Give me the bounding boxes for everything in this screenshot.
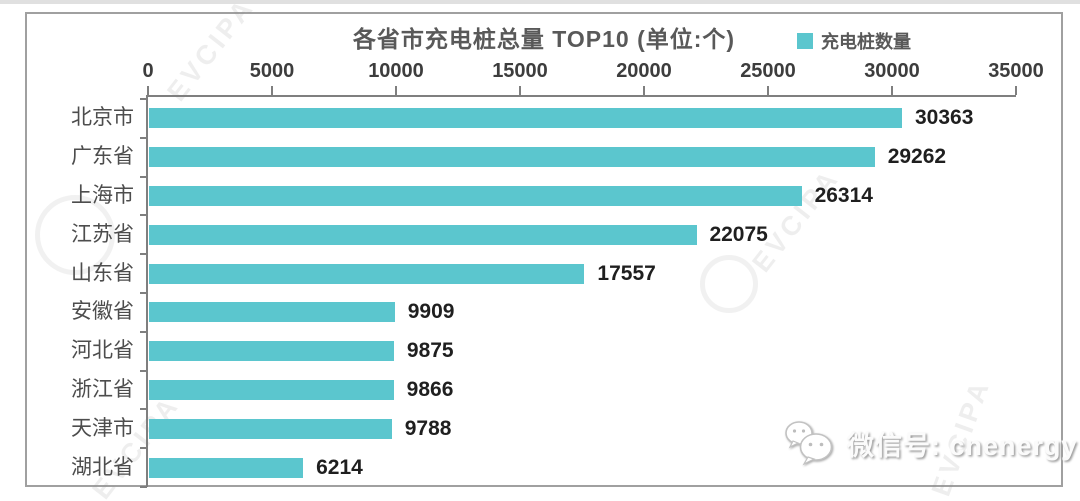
- bar-value-label: 30363: [915, 106, 974, 130]
- bar: [149, 302, 395, 323]
- chart-legend: 充电桩数量: [797, 28, 911, 54]
- y-category-label: 河北省: [71, 339, 134, 363]
- x-axis-tick-label: 15000: [492, 60, 548, 82]
- x-axis-tick-mark: [395, 86, 397, 95]
- y-axis-tick-mark: [140, 486, 147, 488]
- legend-label: 充电桩数量: [821, 32, 911, 52]
- bar-value-label: 9788: [404, 416, 452, 440]
- bar: [149, 341, 394, 362]
- x-axis-tick-label: 5000: [249, 60, 295, 82]
- y-category-label: 山东省: [71, 261, 134, 285]
- x-axis-tick-mark: [891, 86, 893, 95]
- y-category-label: 天津市: [71, 416, 134, 440]
- x-axis-tick-mark: [767, 86, 769, 95]
- y-axis-tick-mark: [140, 369, 147, 372]
- y-category-label: 浙江省: [71, 378, 134, 401]
- y-axis-tick-mark: [140, 136, 147, 139]
- y-category-label: 安徽省: [71, 300, 134, 324]
- top-edge-divider: [0, 0, 1080, 4]
- bar: [149, 186, 802, 206]
- y-category-label: 上海市: [71, 184, 134, 207]
- x-axis-tick-label: 10000: [368, 60, 424, 82]
- bar-value-label: 29262: [887, 145, 947, 169]
- x-axis-tick-mark: [643, 86, 645, 95]
- y-axis-tick-mark: [140, 330, 147, 333]
- wechat-icon: [785, 421, 833, 466]
- x-axis-tick-label: 25000: [740, 60, 796, 82]
- x-axis-line: [148, 95, 1016, 97]
- y-category-label: 北京市: [71, 106, 134, 130]
- y-axis-tick-mark: [140, 408, 147, 411]
- bar: [149, 224, 697, 245]
- bar: [149, 457, 304, 478]
- x-axis-tick-mark: [1015, 86, 1017, 95]
- x-axis-tick-label: 20000: [616, 60, 672, 82]
- x-axis-tick-mark: [147, 86, 149, 95]
- y-axis-tick-mark: [140, 175, 147, 178]
- y-category-label: 江苏省: [71, 222, 134, 246]
- bar-value-label: 9909: [407, 300, 455, 324]
- wechat-account-label: 微信号: cnenergy: [847, 430, 1078, 461]
- x-axis-tick-label: 30000: [864, 60, 920, 82]
- legend-color-swatch: [797, 33, 813, 49]
- bar-value-label: 26314: [814, 184, 873, 207]
- bar: [149, 418, 392, 439]
- y-axis-tick-mark: [140, 98, 147, 100]
- bar-value-label: 6214: [316, 455, 363, 479]
- bar: [149, 380, 394, 400]
- y-category-label: 湖北省: [71, 455, 134, 479]
- y-axis-tick-mark: [140, 253, 147, 256]
- y-axis-tick-mark: [140, 292, 147, 294]
- bar-value-label: 9866: [406, 378, 454, 401]
- y-axis-line: [146, 95, 148, 487]
- chart-frame: [25, 12, 1063, 487]
- wechat-badge: 微信号: cnenergy: [783, 420, 1078, 466]
- x-axis-tick-mark: [271, 86, 273, 95]
- bar-value-label: 22075: [709, 222, 768, 246]
- x-axis-tick-mark: [519, 86, 521, 95]
- bar: [149, 108, 902, 129]
- y-category-label: 广东省: [71, 145, 134, 169]
- chart-title: 各省市充电桩总量 TOP10 (单位:个): [352, 26, 736, 52]
- y-axis-tick-mark: [140, 447, 147, 450]
- bar: [149, 147, 875, 168]
- x-axis-tick-label: 0: [142, 60, 154, 82]
- x-axis-tick-label: 35000: [988, 60, 1044, 82]
- bar-value-label: 17557: [597, 261, 656, 285]
- bar-value-label: 9875: [406, 339, 454, 363]
- bar: [149, 263, 585, 284]
- y-axis-tick-mark: [140, 214, 147, 217]
